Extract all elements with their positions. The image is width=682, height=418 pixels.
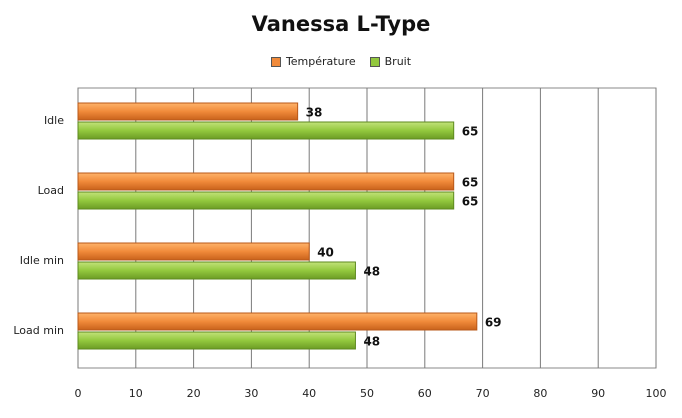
data-label: 65: [462, 176, 479, 190]
x-tick-label: 30: [244, 387, 258, 400]
chart-title: Vanessa L-Type: [251, 12, 431, 36]
legend-swatch-bruit: [369, 56, 380, 67]
x-tick-label: 60: [418, 387, 432, 400]
legend-label-temperature: Température: [285, 55, 356, 68]
legend-item-bruit: Bruit: [369, 55, 412, 68]
data-label: 65: [462, 195, 479, 209]
bar-bruit: [77, 191, 455, 210]
legend: Température Bruit: [0, 55, 682, 68]
x-tick-label: 70: [476, 387, 490, 400]
bar-temperature: [77, 242, 310, 261]
data-label: 48: [363, 265, 380, 279]
data-label: 65: [462, 125, 479, 139]
x-tick-label: 10: [129, 387, 143, 400]
data-label: 69: [485, 316, 502, 330]
category-label: Load min: [13, 324, 64, 337]
legend-label-bruit: Bruit: [384, 55, 412, 68]
legend-swatch-temperature: [270, 56, 281, 67]
bar-bruit: [77, 121, 455, 140]
x-tick-label: 20: [187, 387, 201, 400]
x-tick-label: 90: [591, 387, 605, 400]
data-label: 48: [363, 335, 380, 349]
x-tick-label: 80: [533, 387, 547, 400]
x-tick-label: 100: [646, 387, 667, 400]
bar-bruit: [77, 331, 356, 350]
bar-temperature: [77, 172, 455, 191]
bar-temperature: [77, 102, 299, 121]
x-tick-label: 40: [302, 387, 316, 400]
legend-item-temperature: Température: [270, 55, 356, 68]
bar-temperature: [77, 312, 478, 331]
data-label: 38: [306, 106, 323, 120]
category-label: Load: [38, 184, 64, 197]
x-tick-label: 50: [360, 387, 374, 400]
data-label: 40: [317, 246, 334, 260]
bar-bruit: [77, 261, 356, 280]
category-label: Idle: [44, 114, 64, 127]
x-tick-label: 0: [75, 387, 82, 400]
category-label: Idle min: [20, 254, 64, 267]
